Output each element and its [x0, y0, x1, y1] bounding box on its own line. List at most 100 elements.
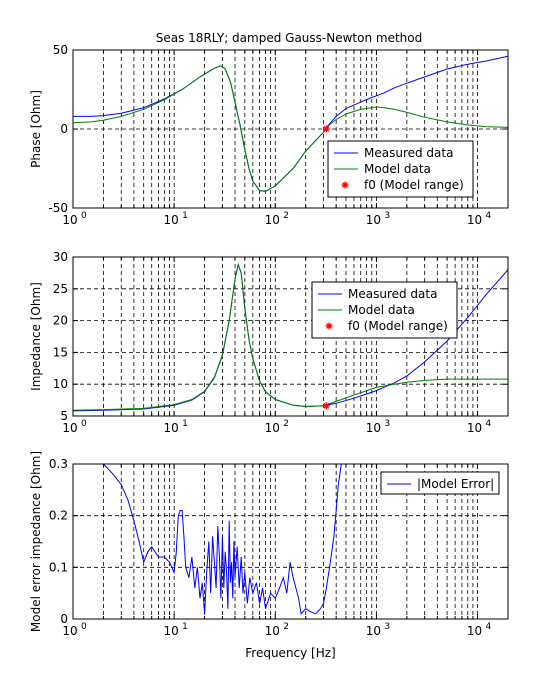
- x-tick-label-base: 10: [467, 421, 482, 435]
- x-tick-label-exponent: 3: [384, 419, 390, 429]
- x-tick-label-exponent: 4: [486, 211, 492, 221]
- legend-entry: |Model Error|: [387, 477, 494, 491]
- legend-entry: Model data: [318, 303, 415, 317]
- x-tick-label-exponent: 1: [182, 211, 188, 221]
- axis-ticks: [72, 49, 509, 209]
- y-tick-label: 0.3: [49, 457, 68, 471]
- x-tick-label: 10 1: [163, 622, 187, 638]
- y-tick-label: 0.2: [49, 509, 68, 523]
- axis-ticks: [72, 256, 509, 417]
- y-axis-label: Model error impedance [Ohm]: [29, 451, 43, 632]
- x-tick-label-base: 10: [467, 213, 482, 227]
- x-tick-label-exponent: 3: [384, 622, 390, 632]
- legend-entry: f0 (Model range): [341, 178, 464, 192]
- marker-stroke: [326, 323, 332, 329]
- legend-label: Model data: [348, 303, 415, 317]
- legend: Measured data Model data f0 (Model range): [327, 140, 474, 198]
- x-tick-label: 10 0: [62, 419, 87, 435]
- grid: [73, 50, 508, 208]
- x-tick-label-base: 10: [265, 421, 280, 435]
- legend-label: Measured data: [364, 146, 453, 160]
- x-tick-label: 10 4: [467, 622, 492, 638]
- x-tick-label-base: 10: [163, 213, 178, 227]
- x-tick-label: 10 1: [163, 419, 187, 435]
- x-tick-label: 10 0: [62, 622, 87, 638]
- y-tick-label: 0: [60, 612, 68, 626]
- x-tick-label-base: 10: [366, 213, 381, 227]
- x-tick-label-base: 10: [62, 421, 77, 435]
- x-tick-label: 10 0: [62, 211, 87, 227]
- series-group: [73, 55, 508, 192]
- legend-label: Model data: [364, 162, 431, 176]
- x-tick-label-exponent: 4: [486, 419, 492, 429]
- legend-label: f0 (Model range): [364, 178, 464, 192]
- legend-label: |Model Error|: [417, 477, 494, 491]
- x-tick-label-exponent: 0: [81, 211, 87, 221]
- f0-marker: [322, 402, 330, 410]
- x-axis-label: Frequency [Hz]: [245, 646, 336, 660]
- x-tick-label-exponent: 3: [384, 211, 390, 221]
- figure-title: Seas 18RLY; damped Gauss-Newton method: [156, 31, 422, 45]
- x-tick-label: 10 2: [265, 419, 289, 435]
- x-tick-label: 10 4: [467, 419, 492, 435]
- x-tick-label: 10 1: [163, 211, 187, 227]
- axis-ticks: [72, 463, 509, 620]
- x-tick-label-exponent: 1: [182, 622, 188, 632]
- x-tick-label: 10 3: [366, 622, 390, 638]
- x-tick-label-base: 10: [62, 213, 77, 227]
- y-tick-label: -50: [48, 201, 68, 215]
- y-tick-label: 0.1: [49, 560, 68, 574]
- x-tick-label: 10 2: [265, 211, 289, 227]
- legend-label: f0 (Model range): [348, 319, 448, 333]
- series-line-model-data: [73, 65, 508, 192]
- legend-box: [380, 471, 500, 495]
- series-line-model-error: [103, 464, 342, 615]
- x-tick-label-base: 10: [163, 421, 178, 435]
- axes-frame: [72, 463, 509, 620]
- legend-entry: Model data: [334, 162, 431, 176]
- marker-stroke: [323, 126, 330, 132]
- x-tick-label-base: 10: [265, 624, 280, 638]
- series-group: [73, 262, 508, 412]
- x-tick-label-base: 10: [467, 624, 482, 638]
- legend: Measured data Model data f0 (Model range): [311, 281, 458, 339]
- x-tick-label-exponent: 4: [486, 622, 492, 632]
- x-tick-label-exponent: 0: [81, 622, 87, 632]
- y-tick-label: 20: [53, 314, 68, 328]
- series-group: [103, 464, 342, 615]
- legend: |Model Error|: [380, 471, 500, 495]
- f0-marker: [322, 125, 330, 133]
- y-axis-label: Impedance [Ohm]: [29, 282, 43, 391]
- x-tick-label: 10 4: [467, 211, 492, 227]
- y-axis-label: Phase [Ohm]: [29, 90, 43, 168]
- legend-f0-marker: [325, 322, 333, 330]
- y-tick-label: 5: [60, 409, 68, 423]
- x-tick-label-base: 10: [265, 213, 280, 227]
- x-tick-label-exponent: 0: [81, 419, 87, 429]
- legend-entry: Measured data: [334, 146, 453, 160]
- marker-stroke: [323, 402, 330, 409]
- y-tick-label: 0: [60, 122, 68, 136]
- legend-label: Measured data: [348, 287, 437, 301]
- x-tick-label-exponent: 2: [283, 419, 289, 429]
- x-tick-label-base: 10: [163, 624, 178, 638]
- x-tick-label-exponent: 2: [283, 211, 289, 221]
- x-tick-label-base: 10: [366, 624, 381, 638]
- x-tick-label: 10 2: [265, 622, 289, 638]
- y-tick-label: 50: [53, 43, 68, 57]
- x-tick-label: 10 3: [366, 419, 390, 435]
- y-tick-label: 15: [53, 345, 68, 359]
- x-tick-label-exponent: 1: [182, 419, 188, 429]
- y-tick-label: 30: [53, 250, 68, 264]
- x-tick-label-base: 10: [62, 624, 77, 638]
- x-tick-label: 10 3: [366, 211, 390, 227]
- legend-f0-marker: [341, 181, 349, 189]
- legend-entry: Measured data: [318, 287, 437, 301]
- x-tick-label-exponent: 2: [283, 622, 289, 632]
- x-tick-label-base: 10: [366, 421, 381, 435]
- legend-entry: f0 (Model range): [325, 319, 448, 333]
